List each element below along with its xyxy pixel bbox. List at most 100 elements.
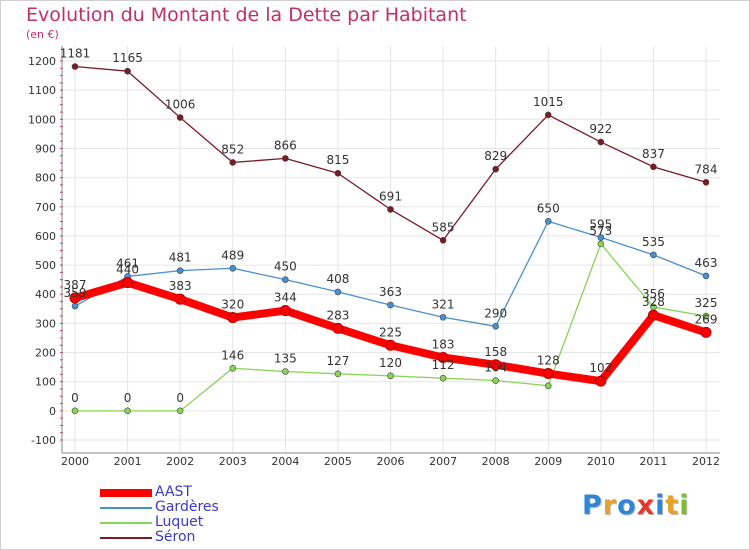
data-point-gardères — [334, 288, 342, 296]
legend-item: Luquet — [100, 514, 360, 530]
y-tick-label: 1200 — [28, 55, 56, 68]
data-label-séron: 1015 — [533, 95, 564, 109]
x-tick-label: 2009 — [534, 455, 562, 468]
data-point-gardères — [439, 313, 447, 321]
y-tick-label: 600 — [35, 230, 56, 243]
series-lines — [69, 63, 712, 415]
y-tick-label: 1000 — [28, 113, 56, 126]
data-label-luquet: 104 — [484, 361, 507, 375]
data-point-luquet — [387, 372, 394, 380]
data-point-aast — [332, 322, 344, 334]
data-point-aast — [647, 309, 659, 321]
data-point-aast — [122, 277, 134, 289]
x-tick-label: 2011 — [639, 455, 667, 468]
data-point-luquet — [492, 377, 499, 384]
data-label-aast: 320 — [221, 298, 244, 312]
data-label-séron: 1165 — [112, 51, 143, 65]
data-label-aast: 328 — [642, 295, 665, 309]
data-label-séron: 1006 — [165, 98, 196, 112]
x-tick-label: 2002 — [166, 455, 194, 468]
data-point-séron — [650, 163, 657, 171]
legend-label: Séron — [155, 529, 196, 545]
data-point-luquet — [544, 382, 552, 390]
data-label-luquet: 112 — [432, 358, 455, 372]
data-point-aast — [385, 339, 396, 351]
data-label-gardères: 290 — [484, 306, 507, 320]
data-point-aast — [174, 293, 186, 305]
y-tick-label: 500 — [35, 259, 56, 272]
legend-swatch — [100, 507, 152, 509]
data-label-séron: 866 — [274, 138, 297, 152]
data-point-séron — [71, 63, 79, 70]
legend-item: AAST — [100, 484, 360, 500]
data-point-gardères — [492, 322, 499, 330]
data-label-aast: 283 — [326, 308, 349, 322]
data-label-gardères: 359 — [64, 286, 87, 300]
data-label-gardères: 650 — [537, 201, 560, 215]
data-label-séron: 852 — [221, 142, 244, 156]
x-tick-label: 2007 — [429, 455, 457, 468]
data-point-gardères — [282, 276, 289, 283]
x-tick-label: 2010 — [587, 455, 615, 468]
data-label-séron: 1181 — [60, 47, 91, 61]
data-label-gardères: 489 — [221, 248, 244, 262]
data-point-luquet — [597, 240, 605, 248]
data-point-séron — [492, 165, 499, 173]
data-point-gardères — [702, 272, 710, 280]
data-point-aast — [227, 312, 239, 324]
data-point-luquet — [229, 364, 237, 372]
y-tick-label: -100 — [31, 434, 56, 447]
data-label-luquet: 120 — [379, 356, 402, 370]
data-point-gardères — [597, 234, 605, 241]
data-label-luquet: 146 — [221, 348, 244, 362]
y-tick-label: 900 — [35, 142, 56, 155]
data-label-gardères: 450 — [274, 260, 297, 274]
data-point-luquet — [439, 374, 447, 382]
data-point-séron — [544, 111, 552, 119]
x-tick-label: 2003 — [219, 455, 247, 468]
data-point-séron — [334, 169, 342, 177]
data-point-gardères — [544, 218, 552, 225]
data-point-luquet — [702, 312, 710, 320]
data-label-gardères: 321 — [432, 297, 455, 311]
data-label-aast: 102 — [589, 361, 612, 375]
data-point-gardères — [650, 251, 657, 259]
data-point-aast — [700, 326, 712, 338]
data-point-luquet — [282, 368, 289, 375]
data-point-gardères — [176, 267, 184, 274]
data-label-aast: 387 — [64, 278, 87, 292]
legend-label: AAST — [155, 484, 192, 500]
data-label-aast: 440 — [116, 263, 139, 277]
data-label-gardères: 463 — [695, 256, 718, 270]
x-tick-label: 2000 — [61, 455, 89, 468]
data-label-aast: 128 — [537, 354, 560, 368]
data-point-aast — [69, 292, 81, 304]
data-label-luquet: 356 — [642, 287, 665, 301]
data-label-séron: 815 — [326, 153, 349, 167]
unit-label: (en €) — [26, 28, 59, 41]
data-point-luquet — [124, 407, 131, 415]
data-label-luquet: 135 — [274, 351, 297, 365]
x-tick-label: 2005 — [324, 455, 352, 468]
legend: AAST Gardères Luquet Séron — [100, 484, 360, 545]
data-label-gardères: 535 — [642, 235, 665, 249]
data-point-aast — [279, 305, 291, 317]
legend-item: Gardères — [100, 499, 360, 515]
data-label-gardères: 408 — [326, 272, 349, 286]
data-point-séron — [124, 67, 131, 75]
data-point-séron — [282, 155, 289, 162]
data-point-aast — [595, 375, 607, 387]
data-point-gardères — [71, 302, 79, 310]
y-tick-label: 800 — [35, 172, 56, 185]
data-label-séron: 837 — [642, 147, 665, 161]
x-tick-label: 2001 — [114, 455, 142, 468]
data-point-aast — [437, 351, 449, 363]
data-label-séron: 691 — [379, 189, 402, 203]
data-label-gardères: 461 — [116, 256, 139, 270]
legend-swatch — [100, 489, 152, 497]
y-tick-label: 0 — [49, 405, 56, 418]
data-label-luquet: 0 — [71, 391, 79, 405]
data-point-séron — [597, 138, 605, 146]
data-label-luquet: 127 — [326, 354, 349, 368]
